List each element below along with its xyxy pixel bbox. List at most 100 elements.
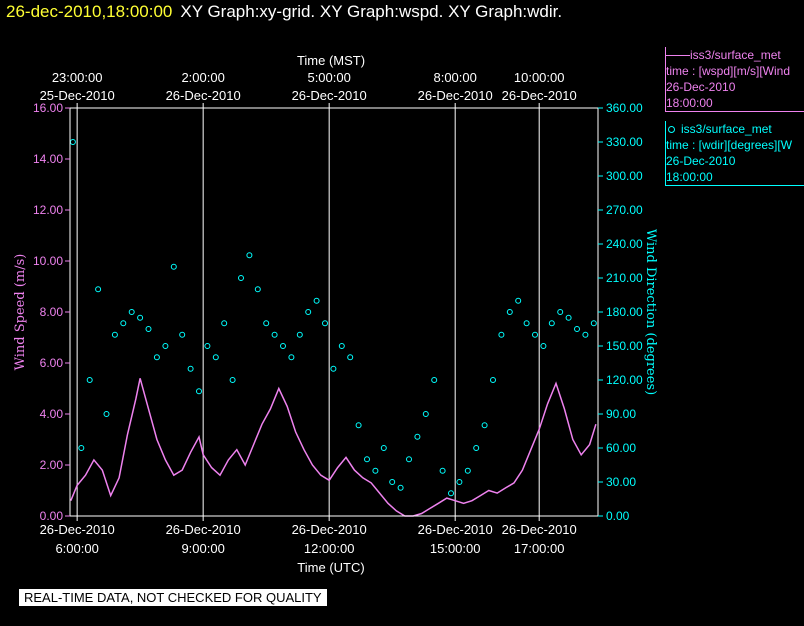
wind-direction-point	[364, 456, 370, 463]
wind-direction-point	[540, 343, 547, 349]
wind-direction-point	[498, 331, 505, 338]
wind-direction-point	[179, 331, 186, 338]
wind-direction-point	[372, 467, 379, 474]
y-tick-label-left: 4.00	[40, 407, 64, 421]
y-tick-label-right: 360.00	[606, 101, 643, 115]
x-axis-label-bottom: Time (UTC)	[297, 560, 364, 575]
wind-direction-point	[422, 411, 429, 417]
x-tick-label-top-time: 8:00:00	[433, 70, 476, 85]
y-axis-label-right: Wind Direction (degrees)	[643, 229, 658, 395]
legend-wdir-variable: time : [wdir][degrees][W	[666, 138, 793, 152]
y-tick-label-right: 0.00	[606, 509, 630, 523]
wind-direction-point	[86, 377, 93, 383]
wind-direction-point	[481, 422, 488, 429]
y-tick-label-right: 300.00	[606, 169, 643, 183]
wind-direction-point	[515, 297, 522, 304]
legend-wspd-time: 18:00:00	[666, 96, 713, 110]
x-tick-label-bottom-time: 6:00:00	[55, 541, 98, 556]
wind-direction-point	[111, 331, 118, 338]
x-tick-label-bottom-date: 26-Dec-2010	[166, 522, 241, 537]
wind-direction-point	[263, 320, 270, 327]
wind-direction-point	[128, 309, 135, 315]
y-tick-label-right: 180.00	[606, 305, 643, 319]
wind-direction-point	[590, 320, 597, 327]
wind-direction-point	[347, 354, 354, 361]
legend-wdir: iss3/surface_met time : [wdir][degrees][…	[665, 121, 804, 186]
legend-wdir-box: iss3/surface_met time : [wdir][degrees][…	[665, 121, 804, 186]
wind-direction-point	[254, 286, 261, 293]
x-tick-label-top-time: 10:00:00	[514, 70, 565, 85]
wind-direction-point	[548, 320, 555, 327]
wind-direction-point	[153, 354, 160, 361]
wind-direction-point	[137, 314, 144, 321]
wind-direction-point	[448, 490, 454, 497]
wind-direction-point	[506, 309, 513, 315]
y-tick-label-left: 0.00	[40, 509, 64, 523]
y-tick-label-left: 10.00	[33, 254, 63, 268]
wind-direction-point	[490, 377, 496, 383]
wind-direction-point	[288, 354, 295, 361]
wind-speed-series-line	[70, 378, 597, 517]
wind-direction-point	[187, 365, 194, 372]
wind-direction-point	[103, 411, 110, 417]
y-axis-label-left: Wind Speed (m/s)	[13, 254, 28, 371]
x-tick-label-top-time: 5:00:00	[307, 70, 350, 85]
legend-wdir-time: 18:00:00	[666, 170, 713, 184]
wind-direction-point	[313, 297, 320, 304]
wind-direction-point	[238, 275, 244, 281]
wind-direction-point	[221, 320, 228, 327]
y-tick-label-left: 6.00	[40, 356, 64, 370]
y-tick-label-right: 210.00	[606, 271, 643, 285]
wind-direction-point	[330, 365, 337, 372]
quality-notice: REAL-TIME DATA, NOT CHECKED FOR QUALITY	[19, 589, 327, 606]
y-tick-label-left: 2.00	[40, 458, 64, 472]
wind-direction-point	[523, 320, 530, 327]
y-tick-label-left: 16.00	[33, 101, 63, 115]
y-tick-label-right: 60.00	[606, 441, 636, 455]
wind-direction-point	[204, 343, 211, 349]
wind-direction-point	[296, 331, 303, 338]
y-tick-label-right: 270.00	[606, 203, 643, 217]
legend-wdir-source: iss3/surface_met	[681, 122, 772, 136]
wind-direction-point	[170, 263, 177, 270]
wind-direction-point	[145, 326, 152, 332]
wind-direction-point	[78, 445, 85, 451]
wind-direction-point	[212, 354, 219, 361]
wind-direction-point	[439, 467, 446, 474]
wind-direction-point	[95, 286, 102, 293]
wind-direction-point	[162, 343, 169, 349]
wind-direction-point	[406, 456, 412, 463]
x-tick-label-bottom-date: 26-Dec-2010	[292, 522, 367, 537]
wind-direction-point	[355, 422, 362, 429]
wind-direction-point	[532, 331, 538, 338]
header: 26-dec-2010,18:00:00 XY Graph:xy-grid. XY…	[6, 2, 562, 22]
wind-direction-point	[322, 320, 328, 327]
x-axis-label-top: Time (MST)	[297, 53, 365, 68]
x-tick-label-bottom-date: 26-Dec-2010	[502, 522, 577, 537]
x-tick-label-top-date: 26-Dec-2010	[418, 88, 493, 103]
wind-direction-point	[196, 388, 202, 395]
legend-wspd-box: iss3/surface_met time : [wspd][m/s][Wind…	[665, 47, 804, 112]
header-title: XY Graph:xy-grid. XY Graph:wspd. XY Grap…	[180, 2, 563, 21]
x-tick-label-bottom-time: 17:00:00	[514, 541, 565, 556]
x-tick-label-bottom-time: 9:00:00	[181, 541, 224, 556]
wind-direction-point	[456, 479, 463, 485]
y-tick-label-right: 240.00	[606, 237, 643, 251]
y-tick-label-left: 12.00	[33, 203, 63, 217]
legend-wspd-variable: time : [wspd][m/s][Wind	[666, 64, 791, 78]
wind-direction-point	[69, 139, 76, 145]
legend-wspd: iss3/surface_met time : [wspd][m/s][Wind…	[665, 47, 804, 112]
wind-direction-point	[380, 445, 387, 451]
wind-direction-point	[574, 326, 580, 332]
y-tick-label-right: 30.00	[606, 475, 636, 489]
x-tick-label-top-date: 26-Dec-2010	[502, 88, 577, 103]
x-tick-label-top-date: 25-Dec-2010	[40, 88, 115, 103]
legend-wdir-date: 26-Dec-2010	[666, 154, 736, 168]
wind-direction-point	[229, 377, 236, 383]
x-tick-label-bottom-date: 26-Dec-2010	[40, 522, 115, 537]
wind-direction-point	[464, 467, 471, 474]
x-tick-label-top-time: 23:00:00	[52, 70, 103, 85]
x-tick-label-bottom-time: 15:00:00	[430, 541, 481, 556]
wind-direction-point	[246, 252, 253, 259]
wind-direction-point	[557, 309, 564, 315]
